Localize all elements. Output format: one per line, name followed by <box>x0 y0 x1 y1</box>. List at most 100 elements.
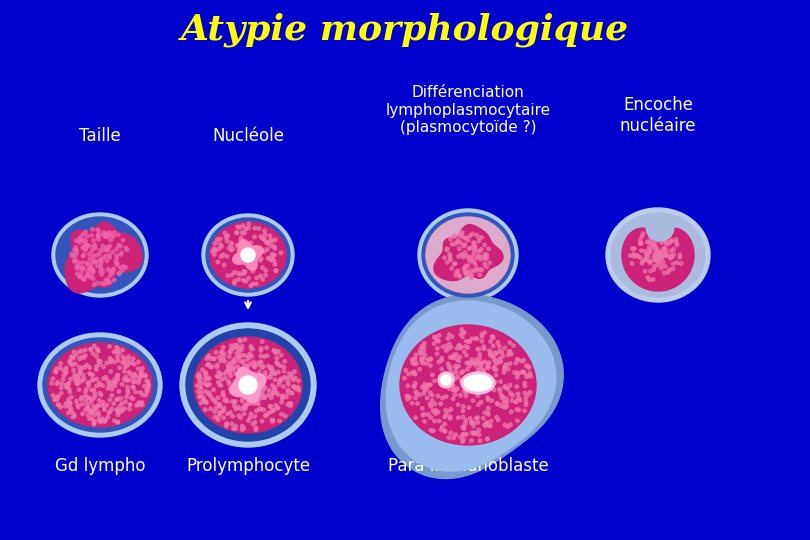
Circle shape <box>65 386 68 389</box>
Circle shape <box>228 387 232 391</box>
Circle shape <box>96 228 100 232</box>
Circle shape <box>255 409 258 413</box>
Circle shape <box>443 415 446 418</box>
Circle shape <box>428 392 433 395</box>
Circle shape <box>263 374 266 377</box>
Circle shape <box>414 416 417 420</box>
Circle shape <box>258 375 262 379</box>
Circle shape <box>293 376 297 380</box>
Circle shape <box>248 355 251 359</box>
Circle shape <box>449 431 453 435</box>
Circle shape <box>459 241 463 245</box>
Circle shape <box>233 380 237 383</box>
Circle shape <box>102 231 106 234</box>
Circle shape <box>406 397 410 401</box>
Circle shape <box>101 401 105 404</box>
Circle shape <box>261 278 265 281</box>
Circle shape <box>458 355 462 359</box>
Circle shape <box>89 347 92 351</box>
Circle shape <box>93 394 96 398</box>
Circle shape <box>104 279 108 282</box>
Circle shape <box>92 422 96 426</box>
Circle shape <box>244 402 248 406</box>
Circle shape <box>128 407 131 411</box>
Circle shape <box>247 249 250 253</box>
Circle shape <box>476 368 480 372</box>
Ellipse shape <box>202 214 294 296</box>
Circle shape <box>517 396 521 400</box>
Circle shape <box>69 407 73 410</box>
Circle shape <box>198 381 202 385</box>
Circle shape <box>138 375 141 379</box>
Circle shape <box>456 375 459 379</box>
Text: Encoche
nucléaire: Encoche nucléaire <box>620 96 697 135</box>
Circle shape <box>279 251 283 255</box>
Circle shape <box>450 372 454 375</box>
Circle shape <box>113 384 117 388</box>
Circle shape <box>106 247 109 251</box>
Circle shape <box>262 378 265 382</box>
Circle shape <box>524 400 528 403</box>
Circle shape <box>107 411 111 415</box>
Circle shape <box>68 390 71 394</box>
Circle shape <box>123 357 126 361</box>
Circle shape <box>203 377 207 381</box>
Circle shape <box>473 380 477 383</box>
Circle shape <box>254 421 257 424</box>
Circle shape <box>525 374 529 377</box>
Circle shape <box>117 359 120 362</box>
Circle shape <box>478 236 481 240</box>
Circle shape <box>637 254 640 258</box>
Circle shape <box>454 370 458 374</box>
Circle shape <box>266 354 269 357</box>
Circle shape <box>507 350 511 354</box>
Circle shape <box>95 364 98 368</box>
Circle shape <box>646 259 650 262</box>
Circle shape <box>420 359 424 363</box>
Circle shape <box>105 248 109 252</box>
Circle shape <box>215 238 219 241</box>
Circle shape <box>243 270 247 274</box>
Circle shape <box>228 411 232 415</box>
Circle shape <box>53 369 58 373</box>
Circle shape <box>205 357 209 360</box>
Circle shape <box>96 281 99 285</box>
Circle shape <box>277 382 281 386</box>
Circle shape <box>113 231 116 234</box>
Circle shape <box>484 265 488 268</box>
Circle shape <box>445 344 449 348</box>
Circle shape <box>259 391 262 394</box>
Circle shape <box>503 366 507 369</box>
Circle shape <box>209 407 212 411</box>
Circle shape <box>83 390 87 394</box>
Circle shape <box>460 233 463 236</box>
Circle shape <box>469 260 473 263</box>
Circle shape <box>89 400 93 403</box>
Circle shape <box>454 262 457 266</box>
Circle shape <box>84 239 87 243</box>
Circle shape <box>411 361 415 365</box>
Circle shape <box>659 251 663 254</box>
Circle shape <box>219 237 222 241</box>
Circle shape <box>287 382 290 386</box>
Circle shape <box>88 417 92 420</box>
Circle shape <box>221 346 225 349</box>
Circle shape <box>243 407 246 411</box>
Circle shape <box>95 377 99 381</box>
Circle shape <box>223 399 227 402</box>
Circle shape <box>446 410 450 413</box>
Circle shape <box>502 400 506 404</box>
Circle shape <box>638 256 642 259</box>
Circle shape <box>647 246 650 249</box>
Circle shape <box>106 267 110 271</box>
Circle shape <box>268 404 272 408</box>
Circle shape <box>216 418 220 421</box>
Circle shape <box>412 384 416 388</box>
Circle shape <box>92 259 96 262</box>
Circle shape <box>485 375 488 378</box>
Circle shape <box>245 378 249 382</box>
Circle shape <box>493 351 497 355</box>
Circle shape <box>252 373 255 376</box>
Circle shape <box>249 416 252 419</box>
Circle shape <box>147 387 150 390</box>
